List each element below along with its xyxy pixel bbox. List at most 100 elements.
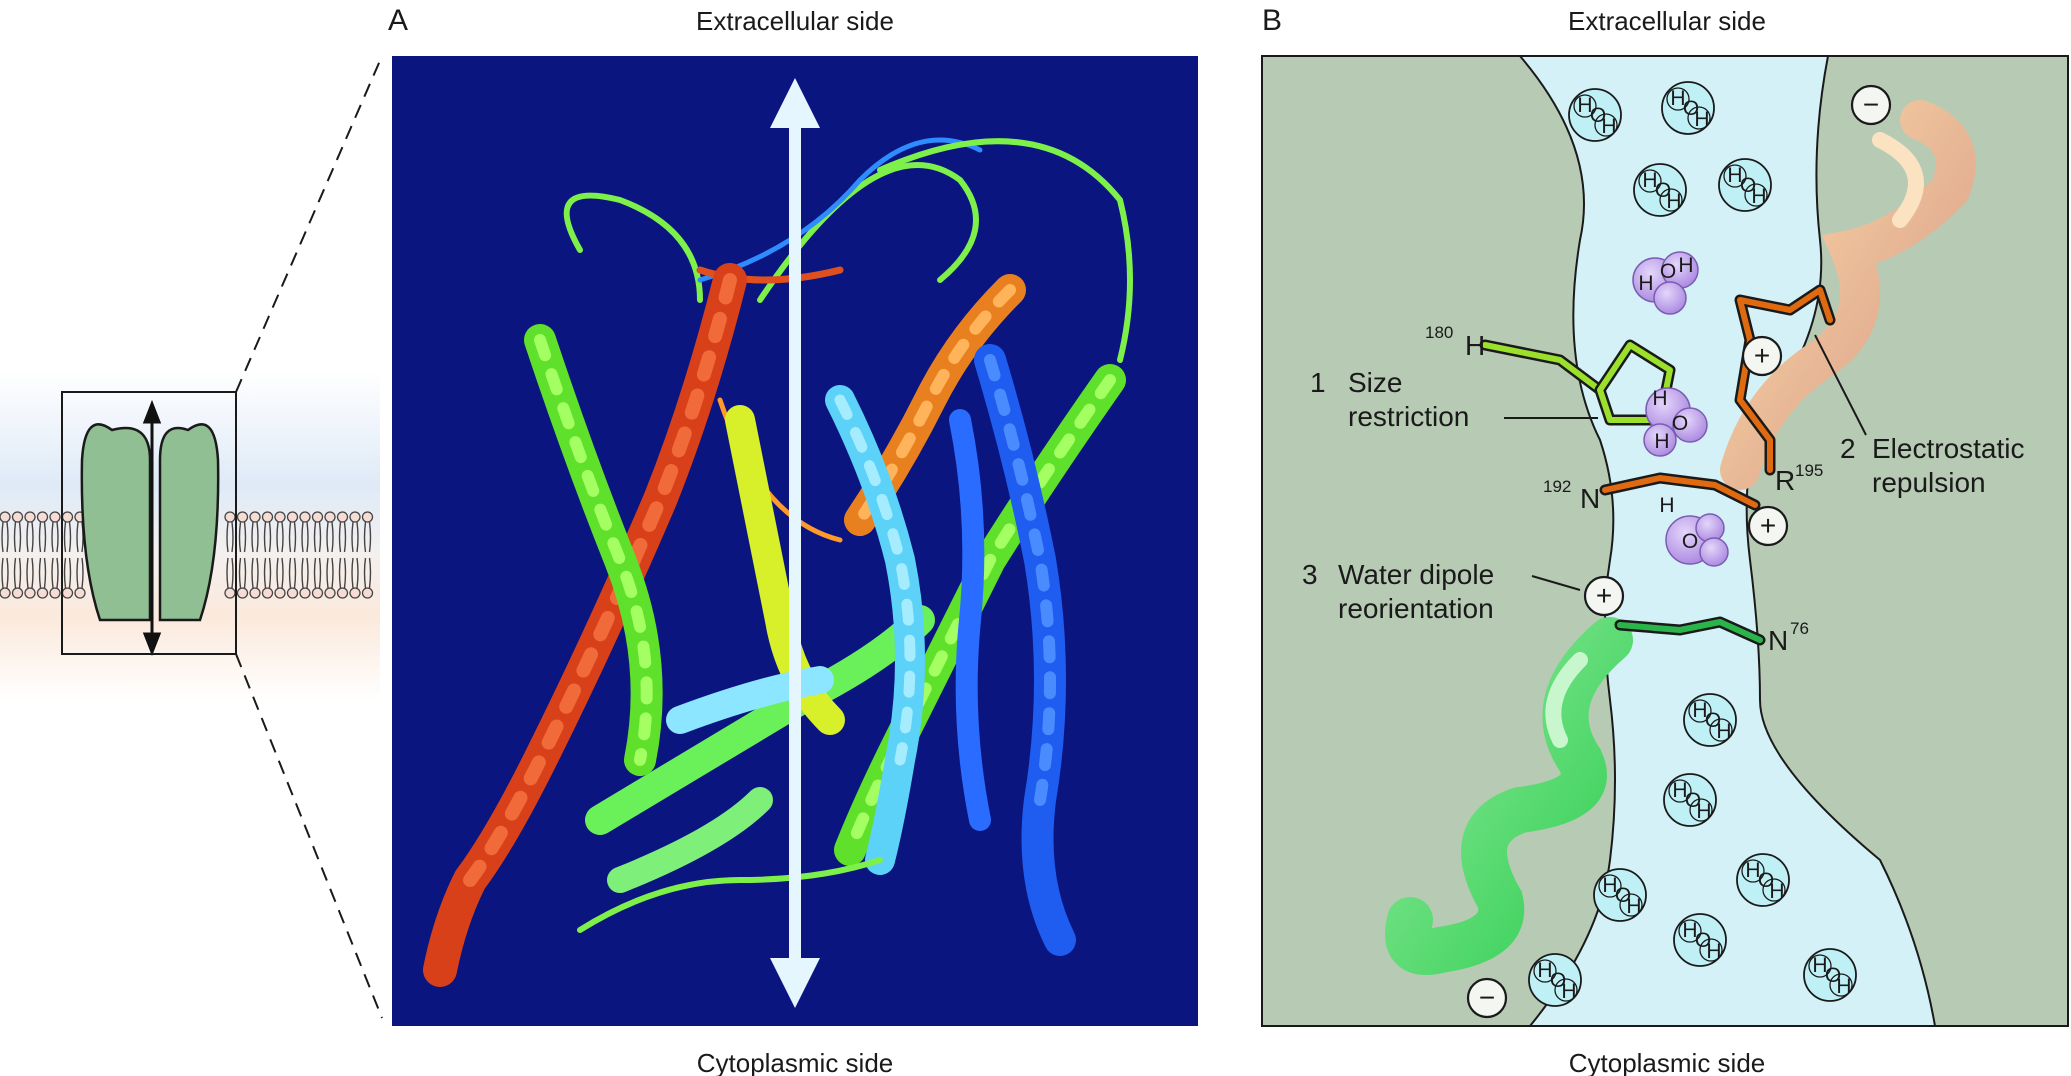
size-restriction-number: 1	[1310, 367, 1326, 398]
lipid-tail	[38, 521, 47, 553]
zoom-line-bottom	[235, 653, 383, 1019]
hydrogen-atom-label: H	[1716, 720, 1731, 743]
purple-water-3: H O	[1659, 494, 1729, 567]
lipid-tail	[13, 557, 22, 589]
lipid-head	[349, 587, 361, 599]
water-molecule: HOH	[1633, 163, 1687, 217]
charge-markers: − + + + −	[1466, 84, 1892, 1019]
lipid-head	[24, 587, 36, 599]
lipid-tail	[238, 521, 247, 553]
lipid-head	[261, 587, 274, 599]
lipid-tail	[338, 521, 347, 553]
lipid-tail	[51, 557, 59, 589]
lipid-tail	[38, 557, 47, 589]
lipid-tail	[238, 557, 247, 589]
hydrogen-atom-label: H	[1672, 779, 1687, 802]
lipid-head	[261, 511, 274, 523]
lipid-head	[74, 587, 86, 599]
hydrogen-atom-label: H	[1696, 800, 1711, 823]
lipid-tail	[226, 557, 234, 589]
lipid-head	[224, 511, 236, 523]
lipid-heads-bottom	[0, 587, 374, 599]
water-molecule: HOH	[1736, 853, 1790, 907]
plus-charge: +	[1583, 575, 1625, 617]
lipid-head	[0, 587, 11, 599]
lipid-head	[299, 587, 311, 599]
plus-charge-symbol: +	[1754, 340, 1770, 371]
oxygen-atom-label: O	[1685, 789, 1701, 812]
lipid-head	[49, 587, 61, 599]
lipid-head	[49, 511, 61, 523]
purple-water-1-h: H	[1638, 272, 1653, 295]
electrostatic-number: 2	[1840, 433, 1856, 464]
zoom-box	[61, 391, 237, 655]
purple-water-2: H O H	[1643, 387, 1708, 457]
hydrogen-atom-label: H	[1692, 699, 1707, 722]
water-molecule: HOH	[1718, 158, 1772, 212]
his-180-superscript: 180	[1425, 323, 1453, 342]
hydrogen-atom-label: H	[1836, 975, 1851, 998]
lipid-head	[24, 511, 36, 523]
residue-labels: 180 H 192 N R 195 N 76	[1425, 323, 1823, 656]
lipid-tail	[26, 557, 34, 589]
lipid-tail	[1, 557, 9, 589]
lipid-head	[336, 511, 349, 523]
lipid-tail	[313, 521, 322, 553]
lipid-tail	[276, 521, 284, 553]
lipid-tails	[1, 521, 372, 589]
plus-charge-symbol: +	[1760, 510, 1776, 541]
lipid-head	[274, 511, 286, 523]
asparagine-76-residue	[1614, 616, 1766, 646]
purple-water-2-h2: H	[1654, 430, 1669, 453]
aquaporin-channel-icon	[80, 423, 220, 622]
lipid-tail	[26, 521, 34, 553]
lipid-tail	[251, 557, 259, 589]
panel-b: B Extracellular side Cytoplasmic side	[1261, 4, 2069, 1076]
oxygen-atom-label: O	[1655, 179, 1671, 202]
lipid-tail	[338, 557, 347, 589]
lipid-tail	[51, 521, 59, 553]
lipid-tail	[63, 557, 72, 589]
channel-flow-arrow	[142, 399, 162, 657]
hydrogen-atom-label: H	[1727, 164, 1742, 187]
hydrogen-atom-label: H	[1682, 919, 1697, 942]
lipid-head	[61, 511, 74, 523]
lipid-head	[324, 511, 336, 523]
lipid-tail	[251, 521, 259, 553]
electrostatic-leader	[1814, 334, 1867, 436]
asparagine-192-residue	[1599, 472, 1761, 511]
electrostatic-line1: Electrostatic	[1872, 433, 2025, 464]
green-helix	[1385, 617, 1633, 975]
purple-water-2-h: H	[1652, 387, 1667, 410]
lipid-tail	[326, 557, 334, 589]
lipid-head	[36, 587, 49, 599]
oxygen-atom-label: O	[1740, 174, 1756, 197]
hydrogen-atom-label: H	[1670, 87, 1685, 110]
lipid-head	[11, 511, 24, 523]
hydrogen-atom-label: H	[1561, 980, 1576, 1003]
water-molecule: HOH	[1568, 88, 1622, 142]
panel-b-bottom-label: Cytoplasmic side	[1569, 1048, 1766, 1076]
water-flow-arrow	[770, 78, 820, 1008]
lipid-tail	[351, 557, 359, 589]
lipid-tail	[363, 557, 372, 589]
lipid-tail	[1, 521, 9, 553]
water-dipole-number: 3	[1302, 559, 1318, 590]
hydrogen-atom-label: H	[1602, 874, 1617, 897]
panel-b-letter: B	[1262, 4, 1282, 37]
water-molecule: HOH	[1593, 868, 1647, 922]
lipid-tail	[263, 557, 272, 589]
lipid-head	[286, 511, 299, 523]
minus-charge: −	[1850, 84, 1892, 126]
plus-charge: +	[1747, 505, 1789, 547]
water-molecule: HOH	[1663, 773, 1717, 827]
lipid-head	[61, 587, 74, 599]
lipid-tail	[13, 521, 22, 553]
annotation-size-restriction: 1 Size restriction	[1310, 367, 1598, 432]
water-dipole-line2: reorientation	[1338, 593, 1494, 624]
lipid-head	[249, 511, 261, 523]
oxygen-atom-label: O	[1758, 869, 1774, 892]
asn-76-letter: N	[1768, 625, 1788, 656]
lipid-head	[224, 587, 236, 599]
